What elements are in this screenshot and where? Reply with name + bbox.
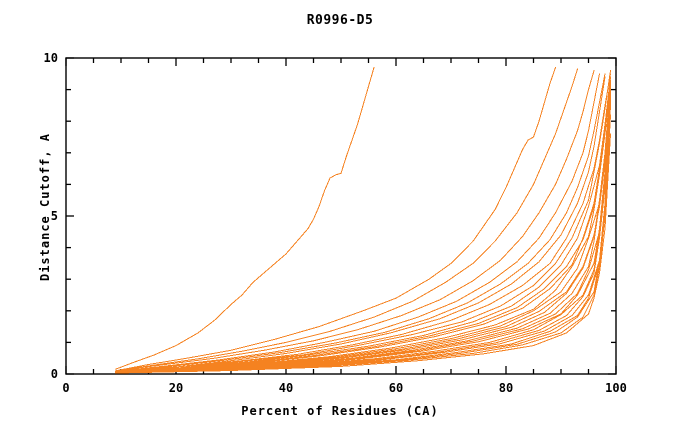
chart-title: R0996-D5 (306, 13, 374, 28)
series-line-model-19 (115, 85, 611, 374)
series-line-model-9 (115, 70, 611, 373)
series-line-model-15 (115, 92, 611, 373)
series-line-model-25 (115, 114, 611, 374)
series-line-model-21 (115, 95, 611, 374)
series-line-model-3 (115, 68, 578, 372)
series-line-model-5 (115, 73, 600, 372)
series-line-model-17 (115, 79, 611, 373)
x-tick-label-60: 60 (388, 381, 404, 395)
series-line-model-22 (115, 101, 611, 374)
series-line-model-6 (115, 73, 606, 372)
x-axis-label: Percent of Residues (CA) (241, 404, 439, 418)
x-tick-label-40: 40 (278, 381, 294, 395)
series-line-model-10 (115, 76, 611, 373)
series-line-model-26 (115, 133, 611, 374)
series-line-model-7 (115, 76, 606, 372)
series-line-model-outlier-1 (115, 66, 375, 370)
x-tick-label-20: 20 (168, 381, 184, 395)
y-tick-label-0: 0 (50, 367, 58, 381)
series-line-model-18 (115, 89, 611, 374)
series-line-model-4 (115, 70, 595, 372)
y-tick-label-10: 10 (43, 51, 58, 65)
data-series-group (115, 66, 611, 374)
series-line-model-14 (115, 89, 611, 373)
series-line-model-13 (115, 82, 611, 373)
series-line-model-12 (115, 76, 611, 373)
x-tick-label-100: 100 (605, 381, 627, 395)
series-line-model-16 (115, 82, 611, 373)
x-tick-label-0: 0 (62, 381, 70, 395)
series-line-model-8 (115, 73, 611, 373)
y-tick-label-5: 5 (50, 209, 58, 223)
series-line-model-24 (115, 98, 611, 374)
series-line-model-2 (115, 66, 556, 372)
x-tick-label-80: 80 (498, 381, 514, 395)
